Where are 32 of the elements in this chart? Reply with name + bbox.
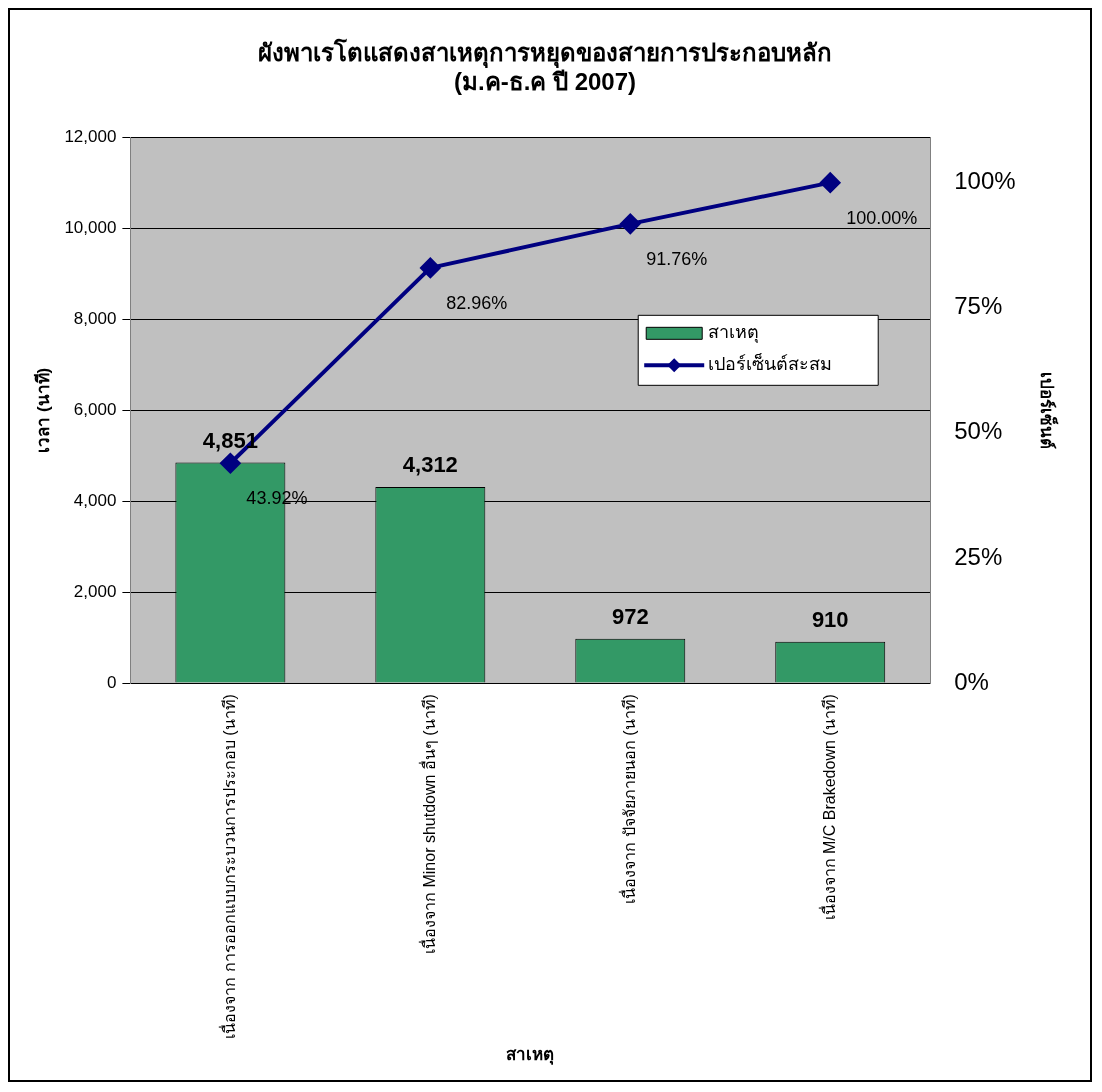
point [220, 453, 241, 474]
y2-tick-label: 25% [954, 542, 1003, 570]
legend-label: เปอร์เซ็นต์สะสม [708, 352, 833, 375]
y2-tick-label: 75% [954, 292, 1003, 320]
y2-tick-label: 50% [954, 417, 1003, 445]
data-label: 82.96% [446, 292, 508, 313]
x-tick-label: เนื่องจาก M/C Brakedown (นาที) [817, 694, 838, 921]
data-label: 100.00% [846, 207, 918, 228]
x-tick-label: เนื่องจาก ปัจจัยภายนอก (นาที) [617, 694, 638, 904]
y-tick-label: 4,000 [73, 490, 117, 510]
data-label: 972 [611, 603, 649, 629]
y-tick-label: 12,000 [64, 127, 117, 147]
y-tick-label: 2,000 [73, 581, 117, 601]
point [820, 172, 841, 193]
y-tick-label: 0 [106, 672, 117, 692]
y-tick-label: 8,000 [73, 309, 117, 329]
y2-axis-title: เปอร์เซ็นต์ [1037, 371, 1060, 449]
chart-title: ผังพาเรโตแสดงสาเหตุการหยุดของสายการประกอบหลัก (ม.ค-ธ.ค ปี 2007) [258, 38, 832, 95]
x-tick-label: เนื่องจาก การออกแบบกระบวนการประกอบ (นาที) [217, 694, 238, 1039]
x-axis-title: สาเหตุ [506, 1045, 555, 1066]
point [620, 213, 641, 234]
y-tick-label: 6,000 [73, 400, 117, 420]
point [420, 257, 441, 278]
data-label: 4,312 [402, 452, 458, 478]
data-label: 910 [811, 606, 849, 632]
data-label: 91.76% [646, 248, 708, 269]
x-tick-label: เนื่องจาก Minor shutdown อื่นๆ (นาที) [417, 694, 438, 954]
y2-tick-label: 0% [954, 667, 989, 695]
legend-label: สาเหตุ [708, 322, 760, 344]
y-axis-title: เวลา (นาที) [32, 367, 53, 453]
y-tick-label: 10,000 [64, 218, 117, 238]
y2-tick-label: 100% [954, 167, 1016, 195]
